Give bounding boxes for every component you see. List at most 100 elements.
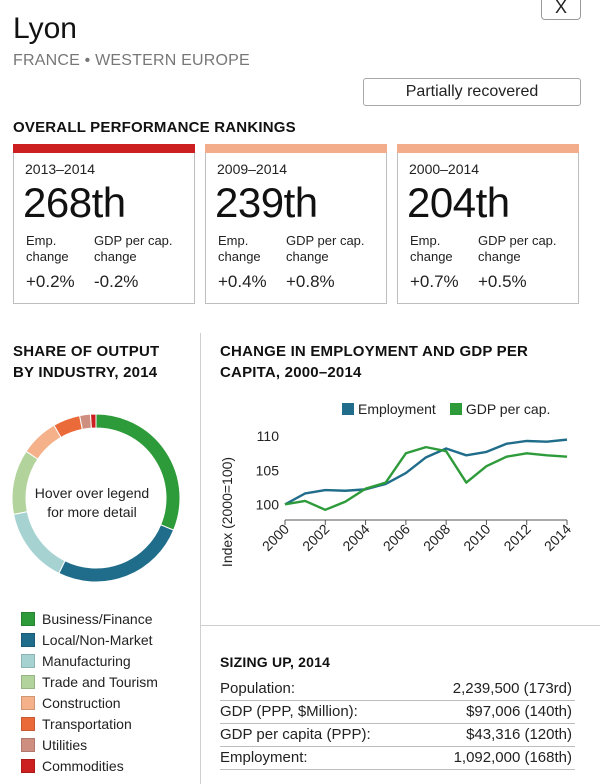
donut-slice-construction	[25, 424, 62, 460]
industry-donut-chart	[11, 413, 181, 583]
rank-value: 268th	[23, 179, 126, 226]
gdp-change-value: +0.5%	[478, 272, 527, 291]
row-label: Employment:	[220, 749, 308, 766]
row-label: GDP per capita (PPP):	[220, 726, 371, 743]
rank-period: 2009–2014	[217, 161, 288, 177]
legend-swatch	[21, 674, 35, 689]
legend-swatch	[21, 611, 35, 626]
emp-change-label: Emp. change	[26, 233, 69, 264]
y-tick-label: 100	[256, 496, 280, 512]
column-divider	[200, 333, 201, 784]
gdp-change-label: GDP per cap. change	[478, 233, 557, 264]
rank-card-color-bar	[13, 144, 195, 153]
legend-swatch	[449, 403, 462, 415]
row-value: 2,239,500 (173rd)	[452, 680, 572, 697]
legend-swatch	[342, 403, 354, 415]
emp-change-value: +0.2%	[26, 272, 75, 291]
city-title: Lyon	[13, 12, 77, 45]
x-tick-label: 2012	[500, 521, 533, 554]
legend-item-construction[interactable]: Construction	[21, 692, 158, 713]
rank-card-long-term: 2000–2014 204th Emp. change GDP per cap. c…	[397, 144, 579, 304]
row-label: Population:	[220, 680, 296, 697]
legend-label: Local/Non-Market	[42, 631, 153, 648]
legend-gdp-per-cap[interactable]: GDP per cap.	[449, 401, 551, 417]
x-tick-label: 2000	[259, 521, 292, 554]
series-line-gdp-per-cap	[284, 445, 568, 512]
legend-item-business-finance[interactable]: Business/Finance	[21, 608, 158, 629]
donut-slice-local-non-market	[58, 524, 175, 583]
emp-change-label: Emp. change	[218, 233, 261, 264]
legend-label: GDP per cap.	[465, 401, 551, 417]
x-tick-label: 2014	[541, 521, 574, 554]
section-divider	[200, 625, 600, 626]
legend-label: Employment	[358, 401, 436, 417]
x-tick-label: 2010	[460, 521, 493, 554]
x-tick-label: 2006	[380, 521, 413, 554]
legend-swatch	[21, 695, 35, 710]
donut-slice-commodities	[89, 413, 97, 429]
rankings-heading: OVERALL PERFORMANCE RANKINGS	[13, 119, 296, 136]
row-value: 1,092,000 (168th)	[453, 749, 572, 766]
recovery-status-badge: Partially recovered	[363, 78, 581, 106]
region-label: FRANCE • WESTERN EUROPE	[13, 52, 250, 69]
x-tick-label: 2004	[339, 521, 372, 554]
gdp-change-value: +0.8%	[286, 272, 335, 291]
legend-label: Trade and Tourism	[42, 673, 158, 690]
legend-item-commodities[interactable]: Commodities	[21, 755, 158, 776]
change-chart-heading: CHANGE IN EMPLOYMENT AND GDP PER CAPITA, …	[220, 343, 529, 381]
legend-label: Commodities	[42, 757, 124, 774]
legend-item-trade-and-tourism[interactable]: Trade and Tourism	[21, 671, 158, 692]
legend-swatch	[21, 737, 35, 752]
rank-value: 239th	[215, 179, 318, 226]
rank-card-color-bar	[397, 144, 579, 153]
row-value: $43,316 (120th)	[466, 726, 572, 743]
line-chart-legend: Employment GDP per cap.	[342, 401, 564, 417]
legend-label: Business/Finance	[42, 610, 153, 627]
legend-label: Manufacturing	[42, 652, 131, 669]
emp-change-label: Emp. change	[410, 233, 453, 264]
rank-card-medium-term: 2009–2014 239th Emp. change GDP per cap. c…	[205, 144, 387, 304]
x-tick-label: 2008	[420, 521, 453, 554]
legend-label: Utilities	[42, 736, 88, 753]
emp-change-value: +0.4%	[218, 272, 267, 291]
gdp-change-label: GDP per cap. change	[286, 233, 365, 264]
table-row: Employment: 1,092,000 (168th)	[220, 747, 575, 770]
table-row: GDP per capita (PPP): $43,316 (120th)	[220, 724, 575, 747]
legend-item-utilities[interactable]: Utilities	[21, 734, 158, 755]
legend-item-manufacturing[interactable]: Manufacturing	[21, 650, 158, 671]
legend-swatch	[21, 716, 35, 731]
y-tick-label: 110	[257, 428, 280, 444]
legend-swatch	[21, 653, 35, 668]
rank-period: 2000–2014	[409, 161, 480, 177]
gdp-change-value: -0.2%	[94, 272, 139, 291]
sizing-heading: SIZING UP, 2014	[220, 654, 331, 670]
y-axis-label: Index (2000=100)	[219, 457, 235, 567]
emp-change-value: +0.7%	[410, 272, 459, 291]
table-row: Population: 2,239,500 (173rd)	[220, 678, 575, 701]
legend-label: Construction	[42, 694, 121, 711]
gdp-change-label: GDP per cap. change	[94, 233, 173, 264]
y-tick-label: 105	[256, 462, 280, 478]
legend-employment[interactable]: Employment	[342, 401, 436, 417]
rank-card-short-term: 2013–2014 268th Emp. change GDP per cap. c…	[13, 144, 195, 304]
legend-swatch	[21, 758, 35, 773]
legend-swatch	[21, 632, 35, 647]
rank-value: 204th	[407, 179, 510, 226]
donut-hover-hint: Hover over legend for more detail	[34, 485, 150, 520]
rank-period: 2013–2014	[25, 161, 96, 177]
donut-slice-utilities	[79, 413, 92, 430]
series-line-employment	[284, 438, 568, 506]
table-row: GDP (PPP, $Million): $97,006 (140th)	[220, 701, 575, 724]
sizing-table: Population: 2,239,500 (173rd) GDP (PPP, $…	[220, 678, 575, 770]
row-value: $97,006 (140th)	[466, 703, 572, 720]
row-label: GDP (PPP, $Million):	[220, 703, 358, 720]
x-tick-label: 2002	[299, 521, 332, 554]
industry-legend: Business/Finance Local/Non-Market Manufact…	[21, 608, 158, 776]
legend-label: Transportation	[42, 715, 132, 732]
legend-item-transportation[interactable]: Transportation	[21, 713, 158, 734]
rank-card-color-bar	[205, 144, 387, 153]
close-button[interactable]: X	[541, 0, 581, 20]
share-heading: SHARE OF OUTPUT BY INDUSTRY, 2014	[13, 343, 160, 381]
legend-item-local-non-market[interactable]: Local/Non-Market	[21, 629, 158, 650]
